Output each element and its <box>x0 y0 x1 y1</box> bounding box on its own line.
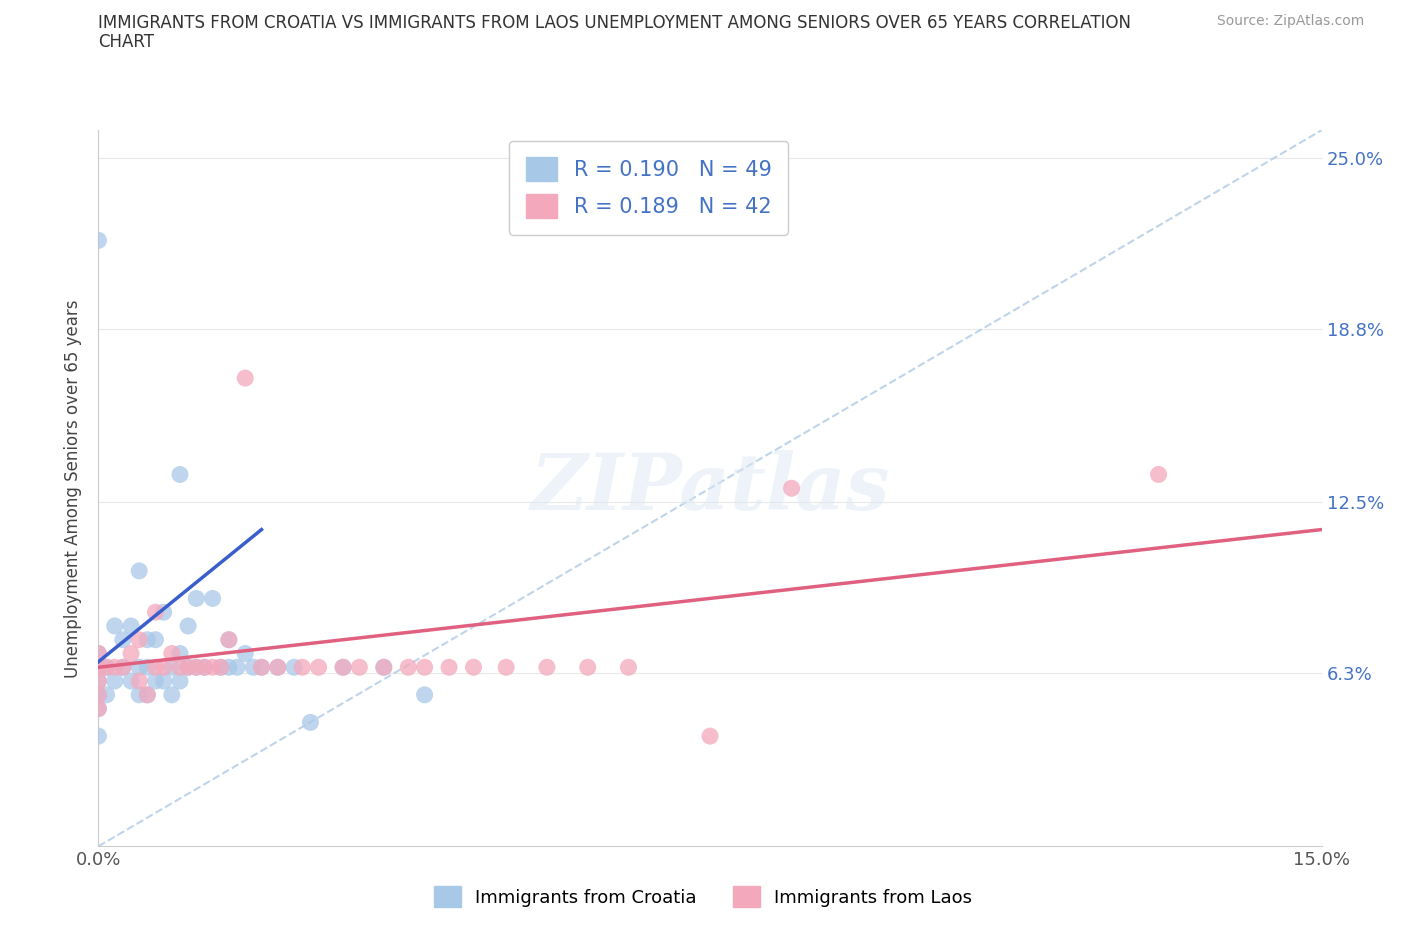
Point <box>169 646 191 661</box>
Point <box>120 618 142 633</box>
Point <box>437 660 460 675</box>
Point <box>349 660 371 675</box>
Point <box>152 660 174 675</box>
Text: Source: ZipAtlas.com: Source: ZipAtlas.com <box>1216 14 1364 28</box>
Point <box>160 687 183 702</box>
Point <box>186 660 208 675</box>
Point <box>87 729 110 744</box>
Point <box>169 673 191 688</box>
Point <box>186 591 208 605</box>
Point <box>87 646 110 661</box>
Point <box>87 673 110 688</box>
Point <box>128 673 150 688</box>
Point <box>242 660 264 675</box>
Point <box>233 371 256 386</box>
Point <box>177 660 200 675</box>
Point <box>332 660 354 675</box>
Point <box>152 673 174 688</box>
Point <box>128 564 150 578</box>
Point <box>233 646 256 661</box>
Point <box>413 660 436 675</box>
Point <box>169 467 191 482</box>
Point <box>576 660 599 675</box>
Point <box>104 660 127 675</box>
Point <box>96 660 118 675</box>
Point <box>87 701 110 716</box>
Point <box>218 632 240 647</box>
Point <box>160 646 183 661</box>
Point <box>267 660 290 675</box>
Point <box>308 660 330 675</box>
Point <box>87 646 110 661</box>
Point <box>699 729 721 744</box>
Point <box>373 660 395 675</box>
Point <box>136 660 159 675</box>
Point <box>120 646 142 661</box>
Point <box>495 660 517 675</box>
Point <box>332 660 354 675</box>
Point <box>104 673 127 688</box>
Point <box>299 715 322 730</box>
Point <box>617 660 640 675</box>
Point <box>87 701 110 716</box>
Point <box>87 673 110 688</box>
Point <box>201 591 224 605</box>
Text: ZIPatlas: ZIPatlas <box>530 450 890 526</box>
Point <box>373 660 395 675</box>
Point <box>201 660 224 675</box>
Point <box>209 660 232 675</box>
Point <box>218 660 240 675</box>
Text: CHART: CHART <box>98 33 155 50</box>
Point <box>780 481 803 496</box>
Point <box>120 673 142 688</box>
Y-axis label: Unemployment Among Seniors over 65 years: Unemployment Among Seniors over 65 years <box>65 299 83 677</box>
Point <box>136 687 159 702</box>
Point <box>111 632 134 647</box>
Point <box>87 232 110 247</box>
Point <box>267 660 290 675</box>
Point <box>87 687 110 702</box>
Point <box>128 687 150 702</box>
Point <box>283 660 305 675</box>
Point <box>87 660 110 675</box>
Point <box>111 660 134 675</box>
Point <box>160 660 183 675</box>
Point <box>96 687 118 702</box>
Point <box>87 660 110 675</box>
Point <box>193 660 215 675</box>
Point <box>177 660 200 675</box>
Point <box>250 660 273 675</box>
Point <box>218 632 240 647</box>
Point <box>169 660 191 675</box>
Point <box>226 660 249 675</box>
Point <box>104 618 127 633</box>
Point <box>396 660 419 675</box>
Legend: R = 0.190   N = 49, R = 0.189   N = 42: R = 0.190 N = 49, R = 0.189 N = 42 <box>509 140 789 234</box>
Point <box>145 660 167 675</box>
Text: IMMIGRANTS FROM CROATIA VS IMMIGRANTS FROM LAOS UNEMPLOYMENT AMONG SENIORS OVER : IMMIGRANTS FROM CROATIA VS IMMIGRANTS FR… <box>98 14 1132 32</box>
Point <box>413 687 436 702</box>
Point <box>145 604 167 619</box>
Point <box>1147 467 1170 482</box>
Point <box>186 660 208 675</box>
Point <box>111 660 134 675</box>
Point <box>177 618 200 633</box>
Point <box>193 660 215 675</box>
Point <box>96 660 118 675</box>
Point <box>536 660 558 675</box>
Point <box>128 660 150 675</box>
Point <box>145 632 167 647</box>
Point <box>136 632 159 647</box>
Point <box>291 660 314 675</box>
Point <box>128 632 150 647</box>
Point <box>145 673 167 688</box>
Point <box>136 687 159 702</box>
Point <box>463 660 485 675</box>
Legend: Immigrants from Croatia, Immigrants from Laos: Immigrants from Croatia, Immigrants from… <box>425 877 981 916</box>
Point <box>87 687 110 702</box>
Point <box>152 604 174 619</box>
Point <box>209 660 232 675</box>
Point <box>250 660 273 675</box>
